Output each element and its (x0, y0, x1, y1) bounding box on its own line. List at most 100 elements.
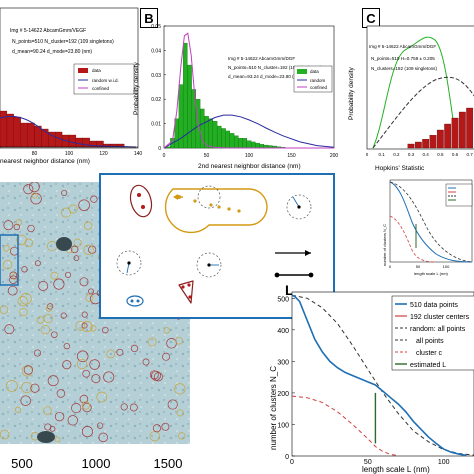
panel-big-legend-centers: 192 cluster centers (410, 314, 470, 321)
bar (208, 118, 214, 149)
cluster-circle (162, 352, 171, 361)
panel-small-xticks: 0 50 100 (389, 264, 450, 269)
cluster-circle (51, 331, 58, 338)
cluster-circle (73, 255, 80, 261)
panel-small-legend (445, 183, 473, 207)
cluster-circle (76, 350, 89, 363)
panel-a-header-1: Img # 5-14622 AbcamGmm/VEGF (10, 28, 86, 34)
bar (225, 130, 231, 149)
panel-big-xlabel: length scale L (nm) (362, 465, 430, 474)
bar (68, 134, 77, 148)
bar (182, 42, 188, 149)
bar (242, 138, 248, 149)
micrograph-blob-2 (37, 431, 55, 443)
panel-a-legend-data: data (92, 68, 101, 73)
y-tick-label: 0.04 (151, 48, 161, 54)
x-tick-label: 100 (65, 151, 74, 157)
panel-big-legend-random: random: all points (410, 326, 466, 333)
panel-small: number of clusters N_C 0 50 100 length sca… (382, 179, 473, 276)
panel-b-xlabel: 2nd nearest neighbor distance (nm) (198, 163, 301, 170)
cluster-circle (40, 325, 50, 335)
cluster-circle (176, 409, 184, 417)
cluster-circle (13, 223, 20, 231)
panel-e-cluster-b (164, 185, 268, 234)
panel-big-xticks: 0 50 100 (290, 459, 450, 466)
bar (6, 113, 14, 148)
x-tick-label: 0 (290, 459, 294, 466)
cluster-circle (78, 199, 90, 211)
panel-e-cluster-c (126, 295, 144, 307)
cluster-circle (89, 359, 100, 370)
bar (444, 123, 452, 149)
panel-b: Probability density 0 0.01 0.02 0.03 0.04 0.0… (133, 24, 339, 170)
cluster-circle (24, 238, 34, 248)
cluster-circle (79, 394, 89, 404)
cluster-circle (3, 220, 14, 231)
bar (250, 141, 256, 149)
cluster-circle (21, 266, 28, 273)
cluster-circle (23, 365, 34, 375)
x-tick-label: 0.7 (467, 152, 474, 157)
x-tick-label: 0 (389, 264, 392, 269)
panel-c-header-2: N_points=510 H=0.759 ± 0.205 (371, 56, 435, 61)
cluster-circle (90, 325, 97, 332)
x-tick-label: 1000 (82, 456, 111, 471)
panel-big-data-curve (291, 294, 467, 457)
bar (429, 135, 437, 149)
bar (212, 121, 218, 149)
cluster-circle (130, 344, 139, 353)
cluster-circle (2, 260, 13, 270)
x-tick-label: 100 (245, 153, 254, 159)
panel-big-legend-cluster: cluster c (416, 350, 443, 357)
cluster-circle (178, 432, 186, 440)
panel-e-scale-label: L (285, 282, 294, 298)
panel-big-legend-all: all points (416, 338, 444, 345)
bar (75, 137, 83, 148)
cluster-circle (53, 278, 65, 290)
panel-b-random-curve (163, 114, 335, 149)
panel-big-legend-estimated: estimated L (410, 362, 446, 369)
cluster-circle (163, 327, 170, 334)
panel-small-random-curve (389, 181, 473, 263)
cluster-circle (21, 381, 33, 394)
panel-a-bars (0, 110, 125, 148)
x-tick-label: 0.2 (393, 152, 400, 157)
bar (259, 144, 265, 149)
cluster-circle (161, 422, 170, 431)
panel-a-legend-random: random w.i.d. (92, 78, 119, 83)
cluster-circle (49, 426, 56, 432)
bar (414, 141, 422, 149)
panel-c-ylabel: Probability density (348, 67, 355, 120)
cluster-circle (61, 189, 68, 197)
cluster-circle (30, 383, 40, 393)
panel-b-legend-data: data (310, 69, 319, 74)
panel-big: number of clusters N_C 0100200300400500 … (269, 291, 474, 474)
cluster-circle (102, 326, 109, 334)
cluster-circle (81, 311, 88, 318)
bar (20, 122, 28, 148)
cluster-circle (96, 391, 108, 403)
panel-c-xticks: 0 0.1 0.2 0.3 0.4 0.5 0.6 0.7 (366, 152, 474, 157)
panel-big-ylabel: number of clusters N_C (269, 366, 278, 450)
bar (246, 140, 252, 149)
x-tick-label: 200 (330, 153, 339, 159)
cluster-circle (75, 320, 86, 331)
x-tick-label: 100 (443, 264, 450, 269)
panel-c-bars (407, 107, 474, 149)
cluster-circle (88, 288, 94, 295)
panel-b-header-1: Img # 5-14622 AbcamGmm/DGF (228, 56, 295, 61)
cluster-circle (73, 238, 82, 247)
x-tick-label: 0.4 (423, 152, 430, 157)
cluster-circle (3, 245, 10, 252)
cluster-circle (120, 403, 128, 411)
x-tick-label: 1500 (154, 456, 183, 471)
x-tick-label: 50 (416, 264, 421, 269)
cluster-circle (103, 371, 115, 383)
panel-b-xticks: 0 50 100 150 200 (163, 153, 339, 159)
bar (216, 125, 222, 149)
y-tick-label: 300 (277, 359, 289, 366)
cluster-circle (14, 406, 22, 413)
y-tick-label: 0 (158, 146, 161, 152)
cluster-circle (151, 370, 161, 381)
panel-a: Img # 5-14622 AbcamGmm/VEGF N_points=510… (0, 7, 142, 165)
